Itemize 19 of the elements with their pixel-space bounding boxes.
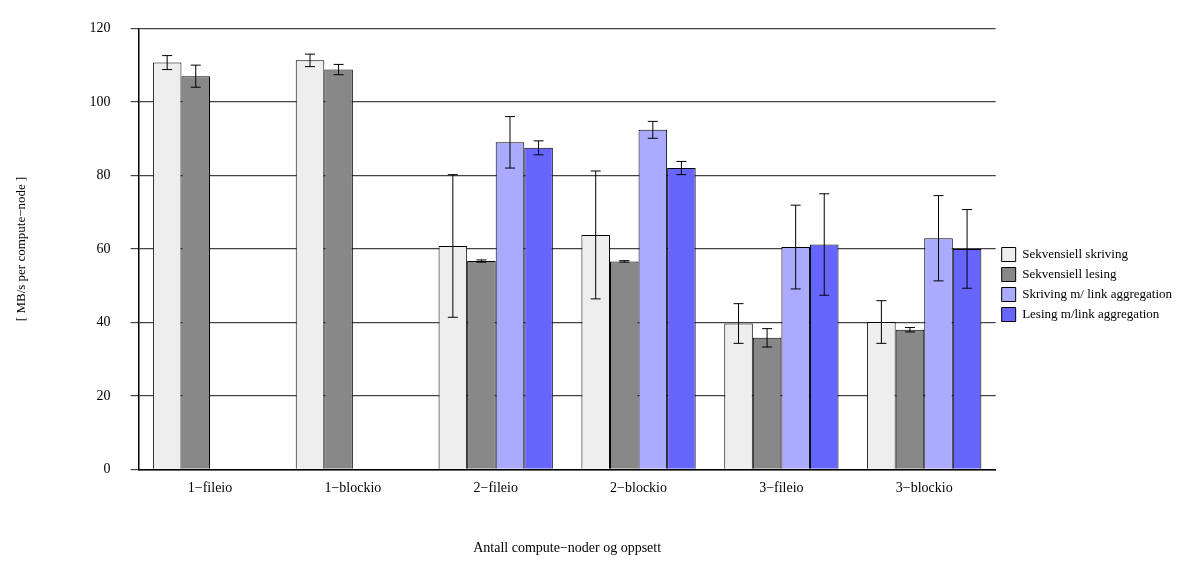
legend-label: Sekvensiell skriving — [1022, 245, 1129, 261]
legend-label: Skriving m/ link aggregation — [1022, 285, 1173, 301]
x-tick-label: 1−fileio — [187, 480, 233, 496]
y-tick-label: 40 — [96, 314, 111, 330]
x-axis-title: Antall compute−noder og oppsett — [473, 540, 662, 556]
x-tick-label: 3−fileio — [759, 480, 804, 496]
x-tick-label: 1−blockio — [324, 480, 382, 496]
legend-label: Lesing m/link aggregation — [1022, 305, 1160, 321]
x-tick-label: 3−blockio — [895, 480, 953, 496]
y-tick-label: 120 — [89, 20, 111, 36]
x-tick-label: 2−fileio — [473, 480, 518, 496]
y-tick-label: 0 — [103, 461, 111, 477]
y-tick-label: 80 — [96, 167, 111, 183]
x-tick-label: 2−blockio — [610, 480, 667, 496]
y-tick-label: 100 — [89, 93, 111, 109]
y-tick-label: 20 — [96, 387, 111, 403]
y-tick-label: 60 — [96, 240, 111, 256]
y-axis-title: [ MB/s per compute−node ] — [13, 176, 29, 322]
legend-label: Sekvensiell lesing — [1022, 265, 1117, 281]
